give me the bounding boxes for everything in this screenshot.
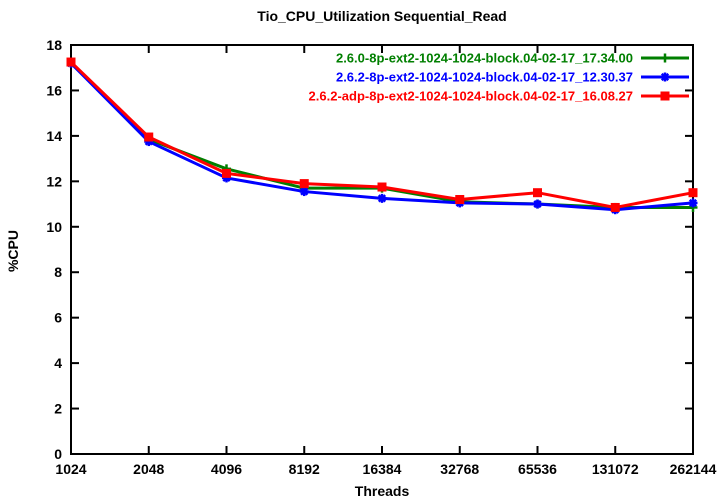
marker-star: [533, 199, 542, 209]
x-tick-label: 65536: [518, 461, 557, 477]
x-tick-label: 1024: [55, 461, 86, 477]
legend-label-1: 2.6.2-8p-ext2-1024-1024-block.04-02-17_1…: [336, 70, 633, 85]
marker-filled-square: [222, 168, 231, 178]
legend-label-2: 2.6.2-adp-8p-ext2-1024-1024-block.04-02-…: [309, 89, 633, 104]
y-tick-label: 12: [46, 173, 62, 189]
marker-filled-square: [144, 132, 154, 142]
y-tick-label: 4: [54, 355, 62, 371]
marker-star: [660, 72, 670, 82]
x-tick-label: 32768: [440, 461, 479, 477]
legend-label-0: 2.6.0-8p-ext2-1024-1024-block.04-02-17_1…: [336, 51, 633, 66]
x-axis-label: Threads: [354, 483, 410, 499]
y-tick-label: 14: [46, 128, 62, 144]
marker-filled-square: [455, 195, 465, 205]
marker-filled-square: [688, 188, 698, 198]
y-tick-label: 10: [46, 219, 62, 235]
y-tick-label: 0: [54, 446, 62, 462]
x-tick-label: 4096: [211, 461, 242, 477]
marker-star: [688, 198, 698, 208]
x-tick-label: 16384: [363, 461, 402, 477]
x-tick-label: 8192: [289, 461, 320, 477]
marker-filled-square: [660, 91, 670, 101]
marker-star: [300, 187, 309, 196]
marker-filled-square: [66, 57, 76, 67]
x-tick-label: 131072: [592, 461, 639, 477]
y-tick-label: 2: [54, 401, 62, 417]
marker-filled-square: [299, 179, 309, 189]
x-tick-label: 2048: [133, 461, 164, 477]
marker-star: [377, 194, 387, 203]
x-tick-label: 262144: [670, 461, 717, 477]
marker-filled-square: [533, 188, 542, 198]
y-tick-label: 18: [46, 37, 62, 53]
marker-filled-square: [610, 202, 620, 212]
y-tick-label: 8: [54, 264, 62, 280]
plot-border: [70, 44, 694, 455]
y-axis-label: %CPU: [5, 230, 21, 273]
y-tick-label: 6: [54, 310, 62, 326]
y-tick-label: 16: [46, 82, 62, 98]
marker-filled-square: [377, 182, 387, 192]
chart-title: Tio_CPU_Utilization Sequential_Read: [257, 8, 507, 24]
